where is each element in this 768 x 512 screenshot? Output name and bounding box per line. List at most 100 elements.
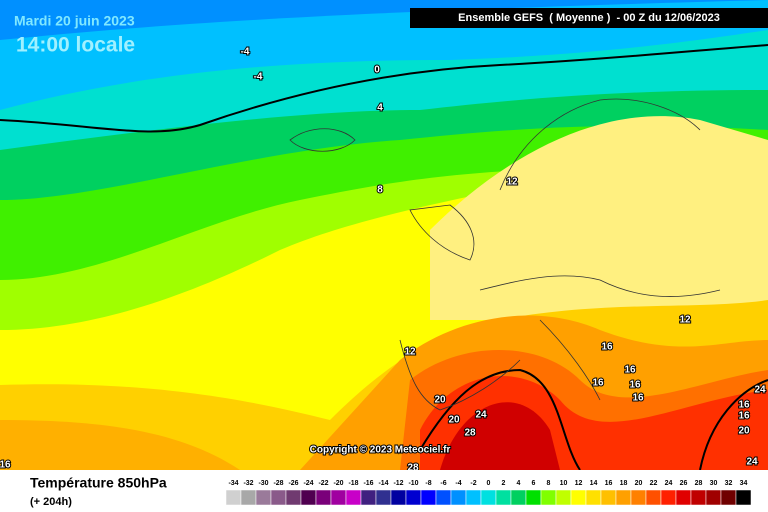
legend-label: -6 bbox=[440, 480, 446, 487]
legend-label: -20 bbox=[333, 480, 343, 487]
legend-swatch bbox=[690, 489, 707, 506]
copyright: Copyright © 2023 Meteociel.fr bbox=[310, 445, 451, 456]
legend-swatch bbox=[435, 489, 452, 506]
contour-label: 16 bbox=[592, 378, 604, 389]
forecast-time: 14:00 locale bbox=[16, 34, 135, 57]
contour-label: 16 bbox=[632, 393, 644, 404]
legend-label: 26 bbox=[680, 480, 688, 487]
legend-swatch bbox=[630, 489, 647, 506]
legend-label: 12 bbox=[575, 480, 583, 487]
legend-swatch bbox=[540, 489, 557, 506]
legend-swatch bbox=[285, 489, 302, 506]
legend-swatch bbox=[345, 489, 362, 506]
legend-swatch bbox=[495, 489, 512, 506]
legend-label: -26 bbox=[288, 480, 298, 487]
legend-swatch bbox=[405, 489, 422, 506]
contour-label: 16 bbox=[738, 411, 750, 422]
legend-swatch bbox=[720, 489, 737, 506]
legend-label: 0 bbox=[487, 480, 491, 487]
legend-label: 20 bbox=[635, 480, 643, 487]
legend-swatch bbox=[390, 489, 407, 506]
legend-swatch bbox=[480, 489, 497, 506]
legend-swatch bbox=[465, 489, 482, 506]
legend-label: -4 bbox=[455, 480, 461, 487]
header-box bbox=[410, 8, 768, 28]
contour-label: -4 bbox=[241, 47, 250, 58]
legend-swatch bbox=[525, 489, 542, 506]
contour-label: 12 bbox=[404, 347, 416, 358]
legend-swatch bbox=[645, 489, 662, 506]
legend-label: -18 bbox=[348, 480, 358, 487]
contour-label: 4 bbox=[377, 103, 383, 114]
legend-swatch bbox=[735, 489, 752, 506]
lead-time: (+ 204h) bbox=[30, 496, 72, 508]
legend-label: 34 bbox=[740, 480, 748, 487]
legend-swatch bbox=[510, 489, 527, 506]
legend-swatch bbox=[375, 489, 392, 506]
contour-label: 16 bbox=[738, 400, 750, 411]
legend-label: -28 bbox=[273, 480, 283, 487]
legend-label: -14 bbox=[378, 480, 388, 487]
contour-label: 24 bbox=[475, 410, 487, 421]
contour-label: 16 bbox=[601, 342, 613, 353]
contour-label: 12 bbox=[679, 315, 691, 326]
model-run: Ensemble GEFS ( Moyenne ) - 00 Z du 12/0… bbox=[458, 12, 720, 24]
legend-swatch bbox=[705, 489, 722, 506]
legend-label: 24 bbox=[665, 480, 673, 487]
legend-swatch bbox=[450, 489, 467, 506]
contour-label: -4 bbox=[254, 72, 263, 83]
contour-label: 20 bbox=[448, 415, 460, 426]
forecast-date: Mardi 20 juin 2023 bbox=[14, 13, 135, 29]
legend-swatch bbox=[585, 489, 602, 506]
legend-swatch bbox=[600, 489, 617, 506]
color-legend: -34 -32 -30 -28 -26 -24 -22 -20 -18 -16 -14 -12 -10-… bbox=[225, 480, 752, 506]
legend-swatch bbox=[270, 489, 287, 506]
legend-swatch bbox=[225, 489, 242, 506]
legend-label: 10 bbox=[560, 480, 568, 487]
legend-label: 6 bbox=[532, 480, 536, 487]
contour-label: 28 bbox=[464, 428, 476, 439]
legend-label: 18 bbox=[620, 480, 628, 487]
contour-label: 0 bbox=[374, 65, 380, 76]
legend-label: -24 bbox=[303, 480, 313, 487]
legend-swatch bbox=[240, 489, 257, 506]
legend-swatch bbox=[675, 489, 692, 506]
legend-label: 2 bbox=[502, 480, 506, 487]
legend-label: -2 bbox=[470, 480, 476, 487]
legend-label: 22 bbox=[650, 480, 658, 487]
legend-swatch bbox=[315, 489, 332, 506]
legend-swatch bbox=[330, 489, 347, 506]
contour-label: 20 bbox=[434, 395, 446, 406]
legend-label: -10 bbox=[408, 480, 418, 487]
contour-label: 16 bbox=[0, 460, 11, 471]
legend-label: -12 bbox=[393, 480, 403, 487]
contour-label: 8 bbox=[377, 185, 383, 196]
legend-label: 8 bbox=[547, 480, 551, 487]
contour-label: 24 bbox=[746, 457, 758, 468]
legend-swatch bbox=[300, 489, 317, 506]
map-background bbox=[0, 0, 768, 471]
legend-label: 16 bbox=[605, 480, 613, 487]
legend-label: 14 bbox=[590, 480, 598, 487]
legend-swatch bbox=[615, 489, 632, 506]
legend-label: 32 bbox=[725, 480, 733, 487]
legend-label: -30 bbox=[258, 480, 268, 487]
legend-label: -16 bbox=[363, 480, 373, 487]
legend-label: -34 bbox=[228, 480, 238, 487]
legend-swatch bbox=[570, 489, 587, 506]
legend-label: 4 bbox=[517, 480, 521, 487]
legend-label: 30 bbox=[710, 480, 718, 487]
legend-label: -8 bbox=[425, 480, 431, 487]
legend-swatch bbox=[420, 489, 437, 506]
legend-label: -32 bbox=[243, 480, 253, 487]
contour-label: 24 bbox=[754, 385, 766, 396]
variable-title: Température 850hPa bbox=[30, 475, 167, 491]
contour-label: 16 bbox=[629, 380, 641, 391]
contour-label: 12 bbox=[506, 177, 518, 188]
contour-label: 16 bbox=[624, 365, 636, 376]
legend-swatch bbox=[555, 489, 572, 506]
legend-swatch bbox=[255, 489, 272, 506]
legend-swatch bbox=[660, 489, 677, 506]
